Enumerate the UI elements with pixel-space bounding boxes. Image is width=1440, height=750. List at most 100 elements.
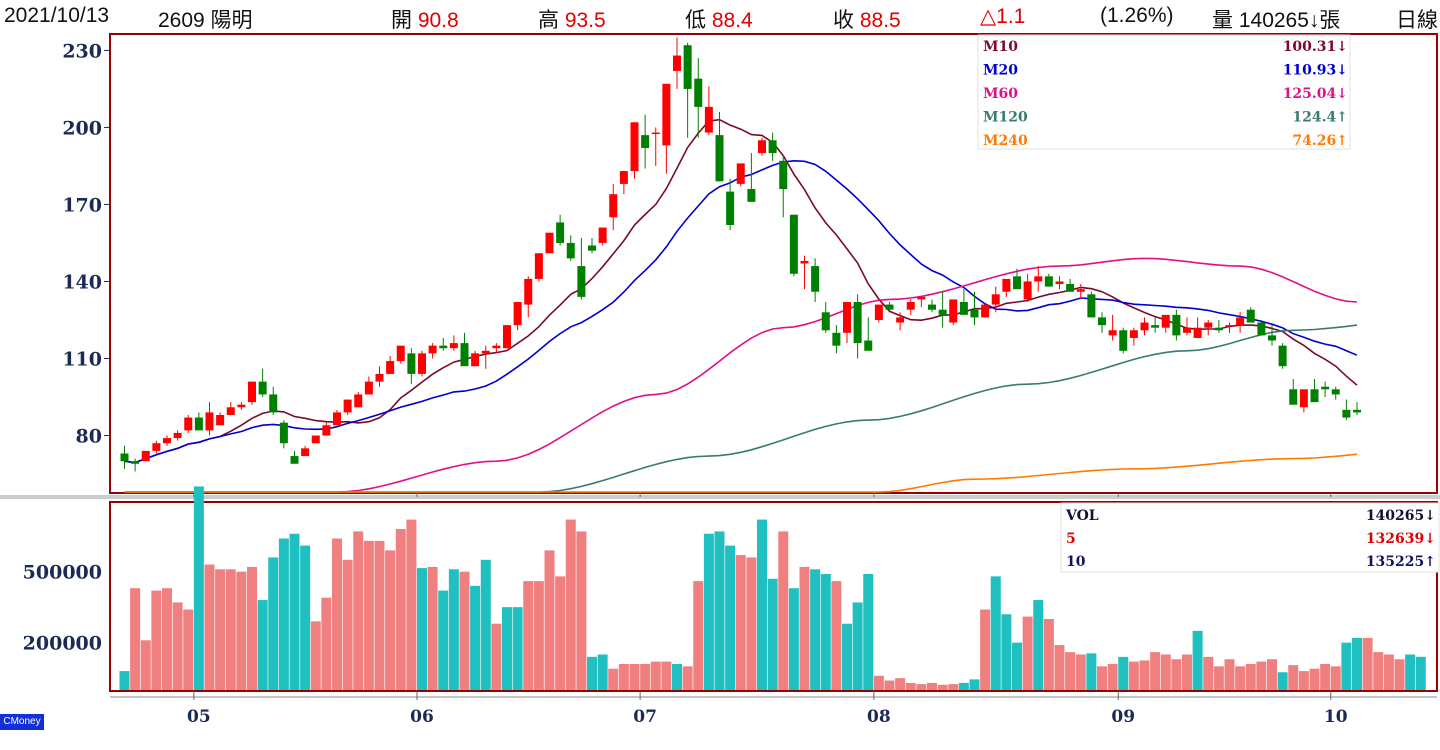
candle-body <box>1161 314 1170 328</box>
candle-body <box>651 132 660 135</box>
high-value: 93.5 <box>564 9 606 32</box>
volume-bar <box>1171 659 1182 690</box>
candle-body <box>1055 281 1064 285</box>
volume-bar <box>321 597 332 690</box>
volume-bar <box>395 529 406 690</box>
ma-legend-name: M120 <box>983 110 1028 126</box>
ma-legend-name: M10 <box>983 39 1018 55</box>
candle-body <box>1129 330 1138 338</box>
candle-body <box>248 381 256 403</box>
candle-body <box>1225 325 1234 327</box>
high-price: 高 93.5 <box>538 4 606 34</box>
volume-bar <box>672 663 682 690</box>
volume-bar <box>204 564 215 690</box>
volume-bar <box>757 519 767 690</box>
candle-body <box>1236 317 1245 326</box>
candle-body <box>715 135 724 182</box>
ma-legend-name: M240 <box>983 133 1028 149</box>
candle-body <box>789 214 798 274</box>
candle-body <box>1013 276 1021 290</box>
candle-body <box>375 373 384 382</box>
volume-bar <box>533 581 544 690</box>
volume-bar <box>1341 642 1352 690</box>
volume-bar <box>597 654 608 690</box>
cmoney-logo: CMoney <box>0 714 44 730</box>
period-label: 日線 <box>1396 9 1438 32</box>
volume-bar <box>448 569 459 690</box>
volume-bar <box>820 574 831 690</box>
candle-body <box>1204 322 1213 328</box>
volume-bar <box>183 609 194 690</box>
volume-bar <box>1362 637 1373 690</box>
ma10-line <box>124 118 1358 464</box>
candle-body <box>1214 327 1223 331</box>
candle-body <box>1098 317 1106 326</box>
candle-body <box>534 253 543 279</box>
ma-legend-name: M60 <box>983 86 1018 102</box>
candle-body <box>981 304 990 318</box>
candle-body <box>1002 278 1011 292</box>
candle-body <box>1023 281 1032 300</box>
volume-bar <box>788 588 799 690</box>
volume-panel-frame <box>109 501 1438 692</box>
candle-body <box>173 432 182 439</box>
volume-bar <box>767 578 778 690</box>
candle-body <box>354 394 363 408</box>
candle-body <box>864 340 873 351</box>
candle-body <box>205 412 214 431</box>
candle-body <box>694 78 703 107</box>
volume-bar <box>746 557 757 690</box>
candle-body <box>1119 330 1128 351</box>
volume-bar <box>1054 645 1065 690</box>
volume-bar <box>1330 666 1341 690</box>
volume-bar <box>385 550 396 690</box>
volume-bar <box>873 675 884 690</box>
volume-bar <box>1352 637 1362 690</box>
candle-body <box>1299 389 1308 408</box>
candle-body <box>885 304 894 310</box>
candle-body <box>545 232 554 254</box>
candle-body <box>1310 389 1319 403</box>
candle-body <box>131 461 140 464</box>
volume-legend-name: 5 <box>1066 531 1076 547</box>
volume-bar <box>1128 661 1139 690</box>
candle-body <box>1066 284 1075 292</box>
candle-body <box>619 171 628 184</box>
candle-body <box>779 160 788 190</box>
month-label: 06 <box>410 707 434 727</box>
candle-body <box>566 242 575 259</box>
candle-body <box>938 309 947 315</box>
candle-body <box>1183 327 1191 333</box>
candle-body <box>471 353 480 367</box>
volume-bar <box>884 680 895 690</box>
volume-bar <box>682 666 693 690</box>
candle-body <box>194 417 203 431</box>
candle-body <box>513 302 522 326</box>
candle-body <box>577 266 586 297</box>
volume-legend-value: 140265↓ <box>1366 508 1436 524</box>
candle-body <box>343 399 352 413</box>
candle-body <box>1268 335 1276 341</box>
volume-bar <box>735 555 746 690</box>
volume-bar <box>650 661 661 690</box>
volume-bar <box>459 571 470 690</box>
candle-body <box>524 278 533 305</box>
ma-legend-value: 100.31↓ <box>1283 39 1348 55</box>
volume-bar <box>1298 671 1309 690</box>
volume-bar <box>523 581 534 690</box>
ma-legend-value: 74.26↑ <box>1292 133 1348 149</box>
close-price: 收 88.5 <box>833 4 901 34</box>
candle-body <box>333 412 341 426</box>
price-tick-label: 170 <box>62 194 102 216</box>
candle-body <box>970 309 979 318</box>
month-label: 10 <box>1324 707 1348 727</box>
price-tick-label: 110 <box>62 348 102 370</box>
volume-legend-value: 132639↓ <box>1366 531 1436 547</box>
volume-bar <box>512 607 523 690</box>
open-value: 90.8 <box>417 9 459 32</box>
volume-bar <box>1086 653 1097 690</box>
candle-body <box>1151 325 1160 328</box>
price-tick-label: 230 <box>62 40 102 62</box>
volume-bar <box>151 590 162 690</box>
candle-body <box>184 417 193 431</box>
